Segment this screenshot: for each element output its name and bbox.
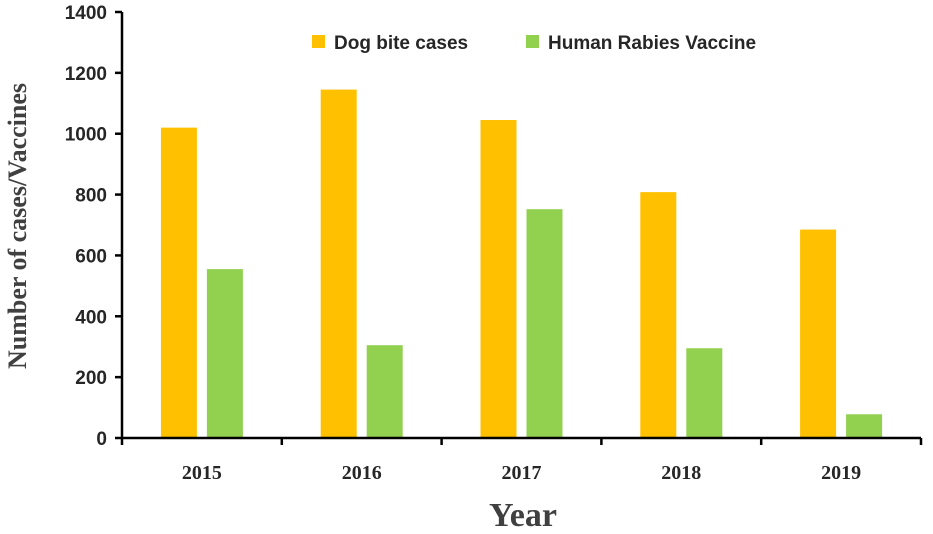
x-axis-title: Year [489,497,557,534]
bar-dog-bite-2016 [320,89,357,438]
x-tick-label: 2017 [502,462,542,484]
bar-dog-bite-2015 [160,127,197,438]
axes-layer [120,12,921,440]
y-tick-label: 1200 [65,64,107,85]
legend-swatch-dog-bite [312,35,325,48]
bar-rabies-vaccine-2018 [686,348,723,438]
legend-swatch-rabies-vaccine [526,35,539,48]
legend: Dog bite cases Human Rabies Vaccine [312,33,756,54]
bar-rabies-vaccine-2019 [846,414,883,438]
x-ticks: 2015 2016 2017 2018 2019 [120,438,923,484]
bar-dog-bite-2017 [480,120,517,439]
bar-dog-bite-2019 [800,229,837,438]
legend-label-rabies-vaccine: Human Rabies Vaccine [548,33,756,54]
bar-dog-bite-2018 [640,192,677,438]
x-tick-label: 2016 [342,462,382,484]
y-axis-title: Number of cases/Vaccines [3,83,32,369]
y-tick-label: 1400 [65,3,107,24]
y-tick-label: 400 [75,307,107,328]
x-tick-label: 2019 [821,462,861,484]
y-ticks: 0 200 400 600 800 1000 1200 1400 [65,3,122,450]
y-tick-label: 0 [96,429,107,450]
x-tick-label: 2018 [661,462,701,484]
bars-layer [160,89,883,439]
y-tick-label: 800 [75,186,107,207]
y-tick-label: 1000 [65,125,107,146]
y-tick-label: 600 [75,246,107,267]
x-tick-label: 2015 [182,462,222,484]
y-tick-label: 200 [75,368,107,389]
legend-label-dog-bite: Dog bite cases [334,33,468,54]
bar-rabies-vaccine-2015 [206,269,243,438]
bar-rabies-vaccine-2016 [366,345,403,438]
bar-rabies-vaccine-2017 [526,209,563,438]
